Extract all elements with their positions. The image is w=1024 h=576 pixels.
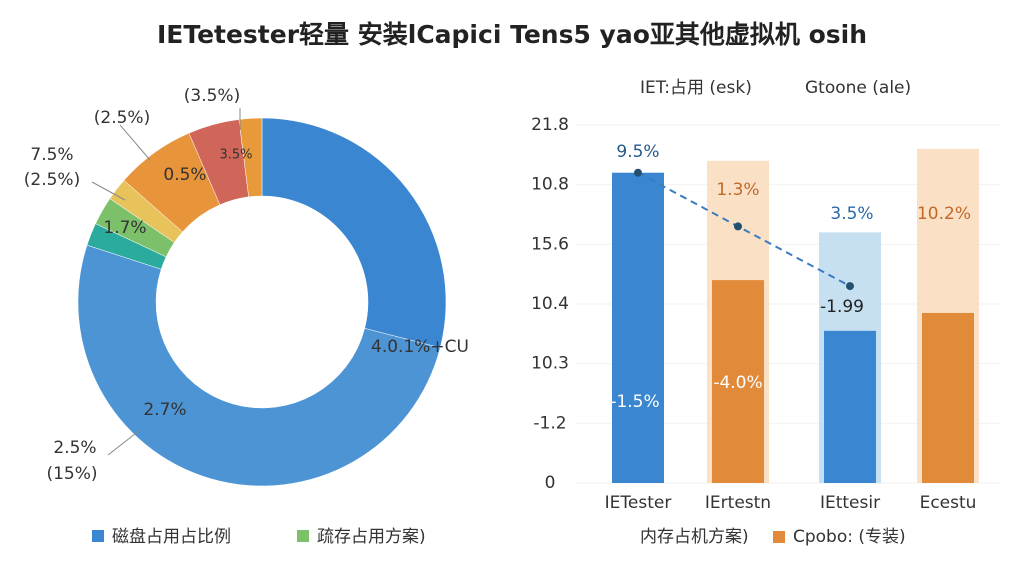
- y-tick-label: 10.3: [531, 354, 569, 374]
- annotation: 3.5%: [219, 148, 252, 163]
- x-tick-label: Ecestu: [920, 493, 977, 513]
- line-point: [634, 168, 642, 177]
- y-tick-label: 21.8: [531, 115, 569, 135]
- data-label: -4.0%: [713, 373, 762, 393]
- leader-line: [91, 181, 126, 201]
- annotation: 0.5%: [163, 165, 206, 185]
- annotation: (2.5%): [94, 108, 150, 128]
- data-label: 1.3%: [716, 180, 759, 200]
- donut-slice: [238, 117, 263, 198]
- donut-slice: [77, 244, 441, 487]
- data-label: -1.99: [820, 297, 864, 317]
- annotation: 2.7%: [143, 400, 186, 420]
- legend-label: 磁盘占用占比例: [112, 527, 231, 547]
- x-tick-label: IEttesir: [820, 493, 880, 513]
- data-label: 3.5%: [830, 204, 873, 224]
- subtitle: Gtoone (ale): [805, 78, 911, 98]
- line-point: [734, 222, 742, 231]
- bar: [712, 280, 764, 483]
- legend-swatch: [773, 531, 785, 543]
- y-tick-label: 0: [545, 473, 556, 493]
- chart-title: IETetester轻量 安装lCapici Tens5 yao亚其他虚拟机 o…: [157, 20, 867, 49]
- donut-slice: [261, 117, 447, 349]
- x-tick-label: IETester: [605, 493, 672, 513]
- legend-swatch: [92, 530, 104, 542]
- annotation: 4.0.1%+CU: [371, 337, 469, 357]
- x-tick-label: IErtestn: [705, 493, 771, 513]
- annotation: (15%): [46, 464, 97, 484]
- annotation: 2.5%: [53, 438, 96, 458]
- line-point: [846, 282, 854, 291]
- legend-swatch: [297, 530, 309, 542]
- annotation: 1.7%: [103, 218, 146, 238]
- leader-line: [107, 429, 141, 456]
- y-tick-label: 10.4: [531, 294, 569, 314]
- bar: [824, 330, 876, 483]
- legend-label: Cpobo: (专装): [793, 527, 906, 547]
- subtitle: IET:占用 (esk): [640, 78, 752, 98]
- annotation: (3.5%): [184, 86, 240, 106]
- data-label: 10.2%: [917, 204, 971, 224]
- data-label: 9.5%: [616, 142, 659, 162]
- annotation: (2.5%): [24, 170, 80, 190]
- y-tick-label: 15.6: [531, 234, 569, 254]
- annotation: 7.5%: [30, 145, 73, 165]
- bar: [612, 172, 664, 483]
- leader-line: [119, 124, 151, 161]
- y-tick-label: 10.8: [531, 175, 569, 195]
- bar: [922, 312, 974, 483]
- legend-label: 疏存占用方案): [317, 527, 426, 547]
- data-label: -1.5%: [610, 392, 659, 412]
- legend-label: 内存占机方案): [640, 527, 749, 547]
- y-tick-label: -1.2: [533, 413, 566, 433]
